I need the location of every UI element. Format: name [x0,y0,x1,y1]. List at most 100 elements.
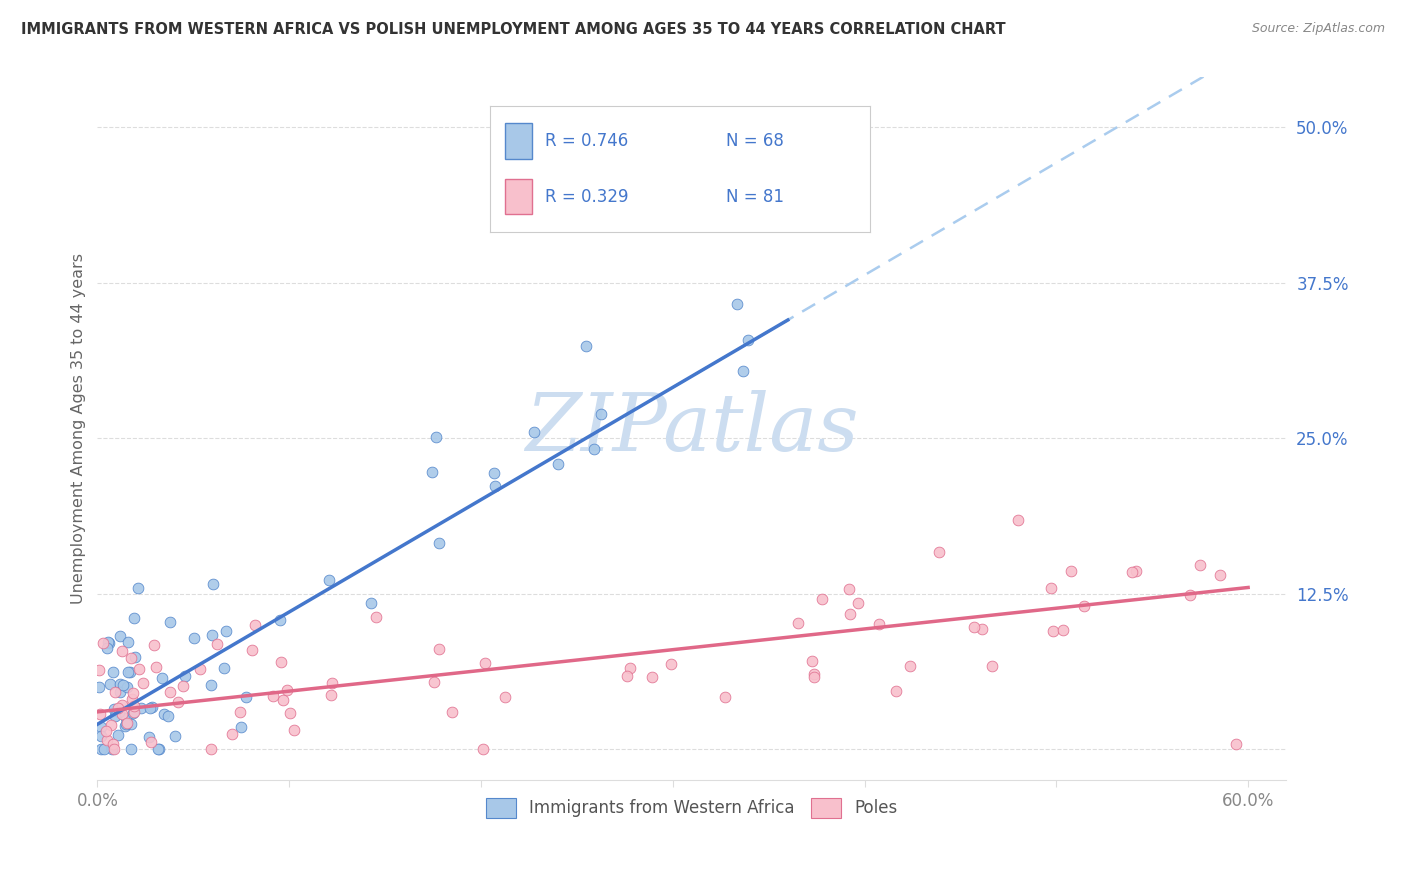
Point [118,665,141,679]
Point [616,669,638,683]
Point [188,662,211,676]
Point [575,339,598,353]
Point [276,683,298,698]
Point [737,333,759,347]
Point [271,692,294,706]
Point [440,706,463,720]
Point [811,592,834,607]
Point [93,742,115,756]
Point [471,742,494,756]
Point [1040,582,1063,596]
Point [270,655,292,669]
Point [269,613,291,627]
Point [427,642,450,657]
Point [103,702,125,716]
Point [124,610,146,624]
Point [139,700,162,714]
Point [928,544,950,558]
Point [110,629,132,643]
Point [229,705,252,719]
Point [89,663,111,677]
Point [115,717,138,731]
Text: ZIPatlas: ZIPatlas [526,390,859,467]
Point [283,723,305,737]
Point [115,715,138,730]
Point [101,737,124,751]
Point [215,624,238,639]
Point [205,637,228,651]
Point [183,632,205,646]
Point [127,581,149,595]
Point [278,706,301,720]
Point [229,720,252,734]
Point [1125,564,1147,578]
Point [90,730,112,744]
Point [107,728,129,742]
Point [482,466,505,480]
Point [714,690,737,704]
Point [115,711,138,725]
Point [591,408,613,422]
Point [97,634,120,648]
Point [159,685,181,699]
Point [318,573,340,587]
Point [159,615,181,629]
Point [963,619,986,633]
Point [120,651,142,665]
Point [100,717,122,731]
Point [1007,513,1029,527]
Point [423,674,446,689]
Point [111,678,134,692]
Point [150,671,173,685]
Point [898,659,921,673]
Point [725,297,748,311]
Point [104,685,127,699]
Point [474,657,496,671]
Point [484,479,506,493]
Point [173,669,195,683]
Point [111,698,134,713]
Y-axis label: Unemployment Among Ages 35 to 44 years: Unemployment Among Ages 35 to 44 years [72,253,86,605]
Point [101,742,124,756]
Point [360,596,382,610]
Text: Source: ZipAtlas.com: Source: ZipAtlas.com [1251,22,1385,36]
Text: IMMIGRANTS FROM WESTERN AFRICA VS POLISH UNEMPLOYMENT AMONG AGES 35 TO 44 YEARS : IMMIGRANTS FROM WESTERN AFRICA VS POLISH… [21,22,1005,37]
Point [111,644,134,658]
Point [156,709,179,723]
Point [124,698,146,713]
Point [364,610,387,624]
Point [803,670,825,684]
Point [97,635,120,649]
Point [839,607,862,622]
Point [547,457,569,471]
Point [145,660,167,674]
Point [128,662,150,676]
Point [1189,558,1212,572]
Point [111,706,134,721]
Legend: Immigrants from Western Africa, Poles: Immigrants from Western Africa, Poles [479,791,904,825]
Point [240,642,263,657]
Point [90,720,112,734]
Point [245,618,267,632]
Point [132,675,155,690]
Point [122,706,145,720]
Point [153,706,176,721]
Point [319,688,342,702]
Point [427,536,450,550]
Point [124,650,146,665]
Point [121,691,143,706]
Point [201,577,224,591]
Point [104,709,127,723]
Point [970,622,993,636]
Point [172,679,194,693]
Point [90,742,112,756]
Point [619,660,641,674]
Point [731,364,754,378]
Point [101,665,124,679]
Point [1180,589,1202,603]
Point [800,654,823,668]
Point [87,680,110,694]
Point [846,596,869,610]
Point [321,676,343,690]
Point [641,670,664,684]
